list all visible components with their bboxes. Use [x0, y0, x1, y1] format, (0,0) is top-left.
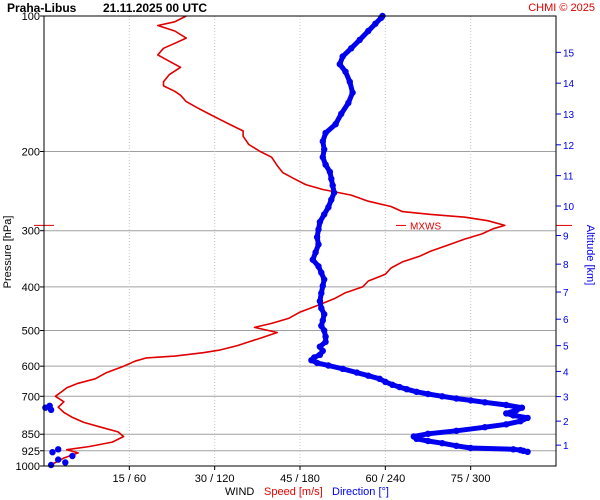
altitude-tick-label: 10: [563, 202, 575, 213]
x-tick-label: 15 / 60: [113, 473, 147, 485]
pressure-tick-label: 1000: [16, 461, 40, 473]
altitude-tick-label: 3: [563, 393, 569, 404]
pressure-tick-label: 700: [22, 391, 40, 403]
x-tick-label: 45 / 180: [280, 473, 320, 485]
altitude-tick-label: 14: [563, 79, 575, 90]
x-tick-label: 30 / 120: [195, 473, 235, 485]
credit-label: CHMI © 2025: [528, 2, 595, 14]
pressure-tick-label: 500: [22, 326, 40, 338]
series-layer: [42, 12, 531, 469]
grid: [44, 16, 556, 466]
plot-frame: [43, 15, 557, 467]
altitude-tick-label: 8: [563, 260, 569, 271]
pressure-tick-label: 100: [22, 11, 40, 23]
altitude-tick-label: 13: [563, 110, 575, 121]
pressure-tick-label: 200: [22, 146, 40, 158]
pressure-tick-label: 600: [22, 361, 40, 373]
speed-series-line: [52, 15, 506, 465]
direction-point: [55, 456, 62, 463]
direction-point: [69, 452, 76, 460]
mxws-label: MXWS: [410, 221, 441, 232]
altitude-tick-label: 11: [563, 172, 574, 183]
direction-point: [55, 446, 62, 453]
altitude-tick-label: 6: [563, 315, 569, 326]
x-axis-label-prefix: WIND: [225, 486, 254, 498]
pressure-tick-label: 300: [22, 226, 40, 238]
altitude-tick-label: 1: [563, 441, 569, 452]
x-axis-label-direction: Direction [°]: [332, 486, 389, 498]
direction-point: [49, 449, 56, 456]
altitude-tick-label: 9: [563, 231, 569, 242]
direction-point: [47, 461, 55, 469]
y-axis-label: Pressure [hPa]: [2, 216, 14, 289]
altitude-tick-label: 4: [563, 367, 569, 378]
altitude-tick-label: 2: [563, 417, 569, 428]
altitude-tick-label: 12: [563, 141, 575, 152]
direction-point: [62, 459, 69, 466]
pressure-tick-label: 925: [22, 446, 40, 458]
altitude-tick-label: 5: [563, 342, 569, 353]
pressure-tick-label: 850: [22, 429, 40, 441]
y2-axis-label: Altitude [km]: [584, 225, 596, 286]
direction-point: [46, 402, 53, 409]
x-tick-label: 75 / 300: [451, 473, 491, 485]
direction-series-line: [308, 13, 531, 455]
chart-title-datetime: 21.11.2025 00 UTC: [103, 1, 207, 15]
x-axis-label-speed: Speed [m/s]: [264, 486, 323, 498]
altitude-tick-label: 7: [563, 288, 569, 299]
x-tick-label: 60 / 240: [365, 473, 405, 485]
chart-title-station: Praha-Libus: [7, 1, 77, 15]
pressure-tick-label: 400: [22, 282, 40, 294]
altitude-tick-label: 15: [563, 48, 575, 59]
